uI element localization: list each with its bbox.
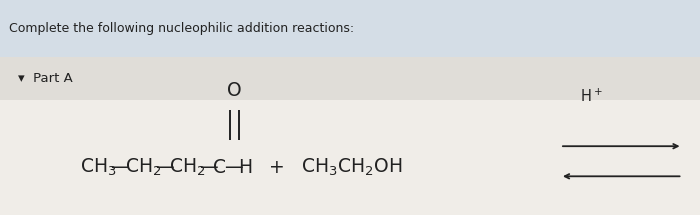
Text: —: — <box>224 158 243 177</box>
Text: CH$_3$CH$_2$OH: CH$_3$CH$_2$OH <box>301 157 402 178</box>
Text: H$^+$: H$^+$ <box>580 88 603 105</box>
Text: O: O <box>228 81 241 100</box>
Bar <box>0 57 700 100</box>
Text: —: — <box>199 158 218 177</box>
Bar <box>0 0 700 57</box>
Text: CH$_2$: CH$_2$ <box>169 157 205 178</box>
Text: ▾  Part A: ▾ Part A <box>18 72 72 85</box>
Text: H: H <box>238 158 252 177</box>
Text: —: — <box>155 158 174 177</box>
Text: CH$_3$: CH$_3$ <box>80 157 117 178</box>
Text: —: — <box>111 158 130 177</box>
Text: +: + <box>269 158 284 177</box>
Bar <box>0 100 700 215</box>
Text: CH$_2$: CH$_2$ <box>125 157 161 178</box>
Text: C: C <box>214 158 227 177</box>
Text: Complete the following nucleophilic addition reactions:: Complete the following nucleophilic addi… <box>9 22 354 35</box>
